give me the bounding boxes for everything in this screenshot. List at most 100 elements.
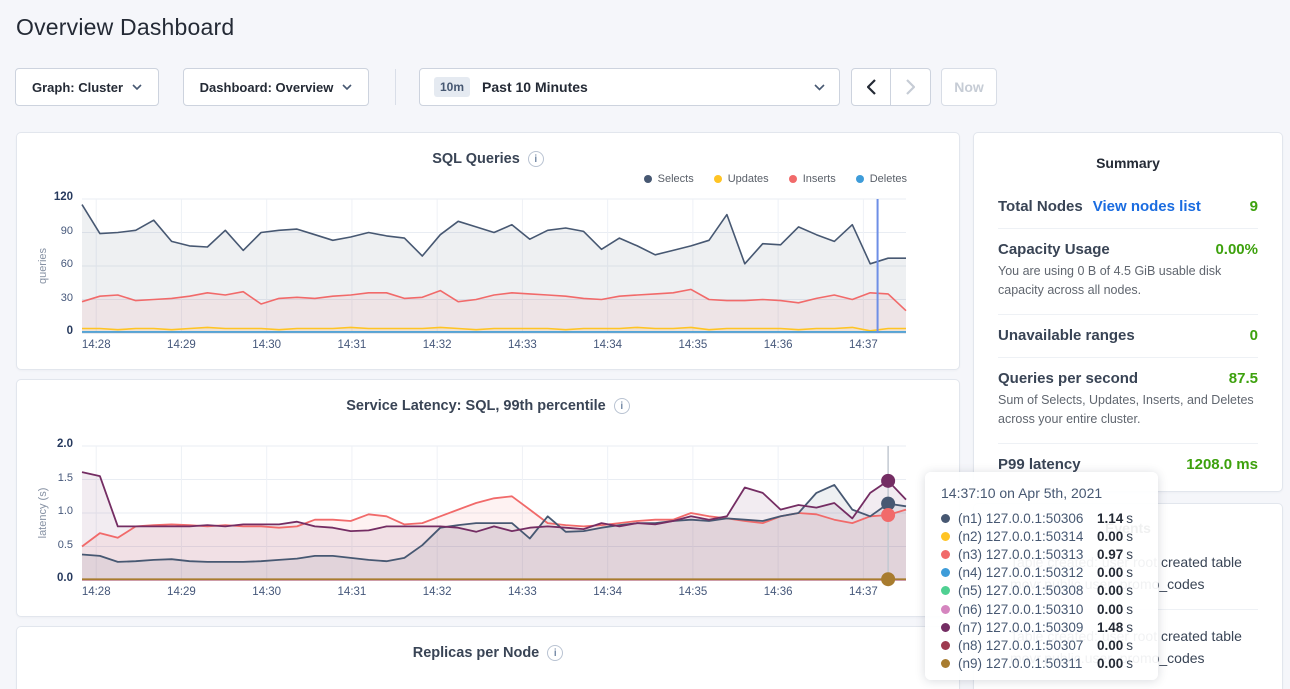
legend-dot xyxy=(714,175,722,183)
legend-dot xyxy=(644,175,652,183)
summary-value: 9 xyxy=(1250,198,1258,215)
x-axis-tick: 14:29 xyxy=(159,339,203,351)
summary-value: 0 xyxy=(1250,327,1258,344)
chevron-down-icon xyxy=(814,84,825,91)
series-color-dot xyxy=(941,623,950,632)
chart-legend: Selects Updates Inserts Deletes xyxy=(644,173,907,185)
sql-queries-plot[interactable] xyxy=(82,199,906,333)
tooltip-node-row: (n6) 127.0.0.1:503100.00s xyxy=(941,600,1144,618)
summary-panel: Summary Total Nodes View nodes list 9 Ca… xyxy=(973,132,1283,492)
legend-dot xyxy=(856,175,864,183)
tooltip-node-row: (n9) 127.0.0.1:503110.00s xyxy=(941,655,1144,673)
x-axis-tick: 14:28 xyxy=(74,339,118,351)
x-axis-tick: 14:36 xyxy=(756,586,800,598)
chart-title: Service Latency: SQL, 99th percentile xyxy=(346,398,606,414)
summary-row-total-nodes: Total Nodes View nodes list 9 xyxy=(998,186,1258,229)
legend-item-inserts[interactable]: Inserts xyxy=(789,173,836,185)
x-axis-tick: 14:35 xyxy=(671,339,715,351)
chevron-left-icon xyxy=(867,79,876,95)
tooltip-node-row: (n4) 127.0.0.1:503120.00s xyxy=(941,564,1144,582)
sql-queries-chart-panel: SQL Queries i Selects Updates Inserts Delet… xyxy=(16,132,960,370)
time-next-button[interactable] xyxy=(891,68,931,106)
page-title: Overview Dashboard xyxy=(16,14,234,41)
replicas-per-node-chart-panel: Replicas per Node i xyxy=(16,626,960,689)
chart-title: Replicas per Node xyxy=(413,645,540,661)
time-step-buttons xyxy=(851,68,931,106)
legend-item-selects[interactable]: Selects xyxy=(644,173,694,185)
y-axis-tick: 0.5 xyxy=(29,539,73,551)
x-axis-tick: 14:29 xyxy=(159,586,203,598)
legend-item-updates[interactable]: Updates xyxy=(714,173,769,185)
info-icon[interactable]: i xyxy=(528,151,544,167)
x-axis-tick: 14:37 xyxy=(841,586,885,598)
chevron-right-icon xyxy=(906,79,915,95)
legend-dot xyxy=(789,175,797,183)
chart-title: SQL Queries xyxy=(432,151,520,167)
legend-item-deletes[interactable]: Deletes xyxy=(856,173,907,185)
y-axis-tick: 60 xyxy=(29,258,73,270)
summary-row-capacity-usage: Capacity Usage 0.00% You are using 0 B o… xyxy=(998,229,1258,315)
series-color-dot xyxy=(941,532,950,541)
summary-label: Queries per second xyxy=(998,370,1138,387)
now-button[interactable]: Now xyxy=(941,68,997,106)
summary-description: Sum of Selects, Updates, Inserts, and De… xyxy=(998,391,1258,430)
y-axis-tick: 0 xyxy=(29,325,73,337)
summary-value: 87.5 xyxy=(1229,370,1258,387)
series-color-dot xyxy=(941,514,950,523)
y-axis-tick: 30 xyxy=(29,292,73,304)
x-axis-tick: 14:33 xyxy=(500,339,544,351)
service-latency-chart-panel: Service Latency: SQL, 99th percentile i … xyxy=(16,379,960,617)
dashboard-dropdown[interactable]: Dashboard: Overview xyxy=(183,68,369,106)
tooltip-node-row: (n2) 127.0.0.1:503140.00s xyxy=(941,527,1144,545)
overview-dashboard-page: Overview Dashboard Graph: Cluster Dashbo… xyxy=(0,0,1290,689)
summary-title: Summary xyxy=(998,133,1258,171)
x-axis-tick: 14:28 xyxy=(74,586,118,598)
time-prev-button[interactable] xyxy=(851,68,891,106)
x-axis-tick: 14:31 xyxy=(330,339,374,351)
info-icon[interactable]: i xyxy=(614,398,630,414)
x-axis-tick: 14:31 xyxy=(330,586,374,598)
x-axis-tick: 14:35 xyxy=(671,586,715,598)
series-color-dot xyxy=(941,568,950,577)
time-range-label: Past 10 Minutes xyxy=(482,79,588,95)
summary-row-unavailable-ranges: Unavailable ranges 0 xyxy=(998,315,1258,358)
tooltip-node-row: (n3) 127.0.0.1:503130.97s xyxy=(941,545,1144,563)
time-range-dropdown[interactable]: 10m Past 10 Minutes xyxy=(419,68,840,106)
summary-label: Unavailable ranges xyxy=(998,327,1135,344)
series-color-dot xyxy=(941,659,950,668)
dashboard-dropdown-label: Dashboard: Overview xyxy=(200,80,334,95)
charts-column: SQL Queries i Selects Updates Inserts Delet… xyxy=(16,132,960,689)
chart-hover-tooltip: 14:37:10 on Apr 5th, 2021 (n1) 127.0.0.1… xyxy=(925,472,1158,680)
tooltip-node-row: (n7) 127.0.0.1:503091.48s xyxy=(941,618,1144,636)
x-axis-tick: 14:34 xyxy=(586,586,630,598)
y-axis-tick: 1.5 xyxy=(29,472,73,484)
graph-dropdown-label: Graph: Cluster xyxy=(32,80,123,95)
chevron-down-icon xyxy=(342,84,352,90)
summary-label: Total Nodes xyxy=(998,198,1083,215)
tooltip-node-row: (n1) 127.0.0.1:503061.14s xyxy=(941,509,1144,527)
tooltip-timestamp: 14:37:10 on Apr 5th, 2021 xyxy=(941,485,1144,501)
summary-description: You are using 0 B of 4.5 GiB usable disk… xyxy=(998,262,1258,301)
x-axis-tick: 14:37 xyxy=(841,339,885,351)
controls-divider xyxy=(395,69,396,105)
tooltip-node-row: (n8) 127.0.0.1:503070.00s xyxy=(941,636,1144,654)
y-axis-tick: 90 xyxy=(29,225,73,237)
x-axis-tick: 14:36 xyxy=(756,339,800,351)
time-range-badge: 10m xyxy=(434,77,470,97)
y-axis-tick: 2.0 xyxy=(29,438,73,450)
x-axis-tick: 14:32 xyxy=(415,339,459,351)
summary-value: 0.00% xyxy=(1215,241,1258,258)
info-icon[interactable]: i xyxy=(547,645,563,661)
x-axis-tick: 14:34 xyxy=(586,339,630,351)
x-axis-tick: 14:30 xyxy=(245,339,289,351)
chevron-down-icon xyxy=(132,84,142,90)
service-latency-plot[interactable] xyxy=(82,446,906,580)
view-nodes-list-link[interactable]: View nodes list xyxy=(1093,198,1201,215)
y-axis-tick: 0.0 xyxy=(29,572,73,584)
series-color-dot xyxy=(941,586,950,595)
graph-dropdown[interactable]: Graph: Cluster xyxy=(15,68,159,106)
series-color-dot xyxy=(941,605,950,614)
series-color-dot xyxy=(941,550,950,559)
x-axis-tick: 14:33 xyxy=(500,586,544,598)
y-axis-tick: 1.0 xyxy=(29,505,73,517)
